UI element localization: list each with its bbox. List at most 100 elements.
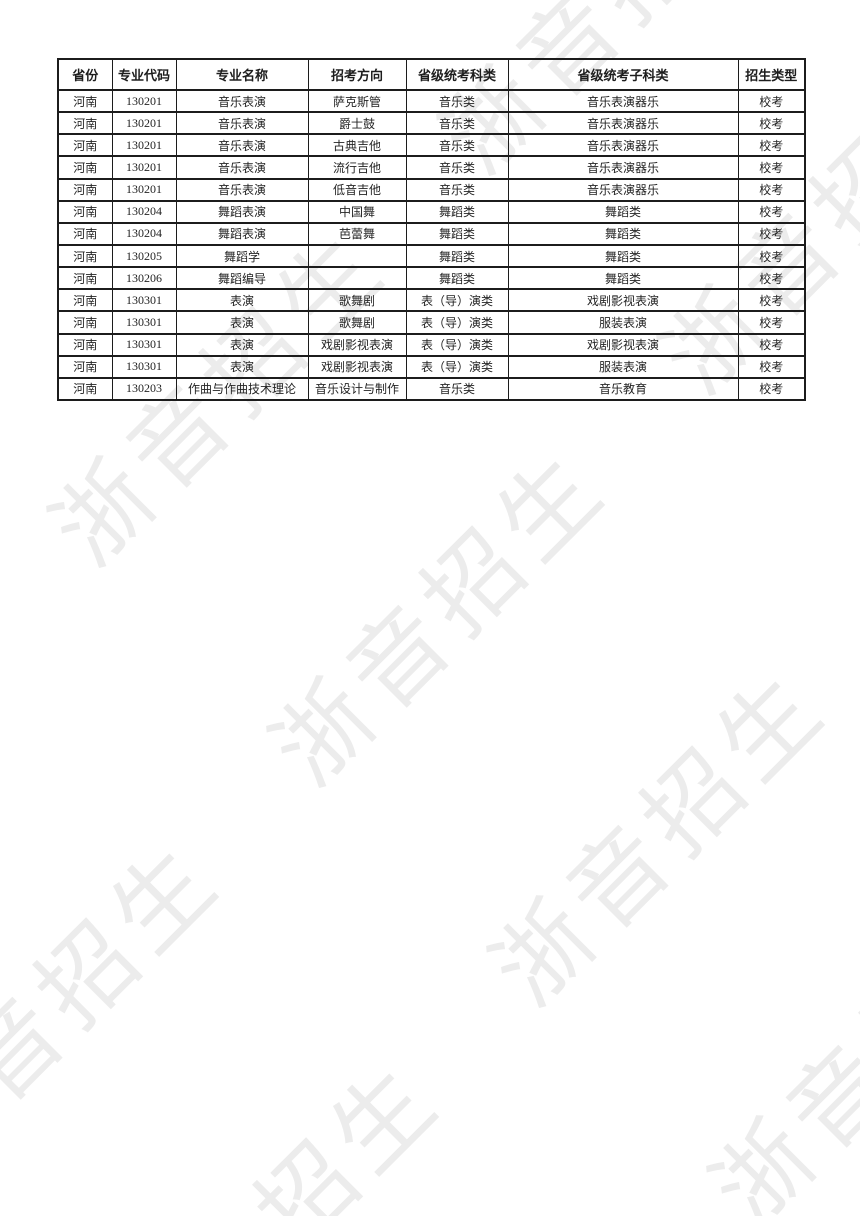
table-cell: 舞蹈类 xyxy=(405,243,509,269)
table-cell: 服装表演 xyxy=(507,354,739,379)
table-cell: 戏剧影视表演 xyxy=(507,288,739,313)
table-body: 河南 130201 音乐表演 萨克斯管 音乐类 音乐表演器乐 校考 河南 130201 音乐表演爵… xyxy=(57,88,806,402)
watermark-text: 浙音招生 xyxy=(473,650,849,1026)
table-cell: 音乐表演 xyxy=(175,133,309,158)
table-row: 河南 130201 音乐表演 流行吉他 音乐类 音乐表演器乐 校考 xyxy=(57,155,806,180)
table-cell: 戏剧影视表演 xyxy=(507,332,739,357)
table-row: 河南 130201 音乐表演 古典吉他 音乐类 音乐表演器乐 校考 xyxy=(57,133,806,158)
table-cell: 河南 xyxy=(57,133,113,158)
table-cell: 音乐类 xyxy=(405,111,509,136)
table-cell: 舞蹈类 xyxy=(507,221,739,246)
table-cell: 音乐表演 xyxy=(175,177,309,202)
table-row: 河南 130204 舞蹈表演 芭蕾舞 舞蹈类 舞蹈类 校考 xyxy=(57,221,806,246)
admissions-table: 省份 专业代码 专业名称 招考方向 省级统考科类 省级统考子科类 招生类型 河南 130201… xyxy=(57,58,806,402)
table-cell: 河南 xyxy=(57,221,113,246)
table-cell: 130201 xyxy=(111,88,177,114)
table-cell: 表演 xyxy=(175,354,309,379)
table-cell: 作曲与作曲技术理论 xyxy=(175,376,309,402)
table-cell: 音乐表演 xyxy=(175,88,309,114)
table-cell: 河南 xyxy=(57,177,113,202)
table-cell: 130301 xyxy=(111,332,177,357)
table-cell: 河南 xyxy=(57,288,113,313)
table-cell: 爵士鼓 xyxy=(307,111,407,136)
table-cell: 130204 xyxy=(111,199,177,224)
table-cell: 音乐表演 xyxy=(175,111,309,136)
table-cell: 河南 xyxy=(57,266,113,291)
table-row: 河南 130206 舞蹈编导 舞蹈类 舞蹈类 校考 xyxy=(57,266,806,291)
table-cell: 音乐表演器乐 xyxy=(507,111,739,136)
table-cell: 130204 xyxy=(111,221,177,246)
table-cell: 130301 xyxy=(111,354,177,379)
table-row: 河南 130301 表演 戏剧影视表演 表（导）演类 服装表演 校考 xyxy=(57,354,806,379)
table-cell: 130205 xyxy=(111,243,177,269)
table-cell: 表（导）演类 xyxy=(405,288,509,313)
table-cell: 舞蹈类 xyxy=(405,199,509,224)
table-cell: 音乐表演器乐 xyxy=(507,133,739,158)
table-cell: 表演 xyxy=(175,288,309,313)
table-cell: 舞蹈类 xyxy=(507,266,739,291)
table-cell: 130203 xyxy=(111,376,177,402)
table-cell: 舞蹈类 xyxy=(405,221,509,246)
table-cell: 校考 xyxy=(737,155,806,180)
table-cell: 戏剧影视表演 xyxy=(307,332,407,357)
column-header: 招考方向 xyxy=(307,58,407,91)
table-cell: 河南 xyxy=(57,243,113,269)
table-cell: 音乐类 xyxy=(405,376,509,402)
table-cell: 音乐教育 xyxy=(507,376,739,402)
table-cell: 130201 xyxy=(111,155,177,180)
table-cell: 校考 xyxy=(737,88,806,114)
table-row: 河南 130205 舞蹈学 舞蹈类 舞蹈类 校考 xyxy=(57,243,806,269)
table-cell: 河南 xyxy=(57,332,113,357)
table-cell: 河南 xyxy=(57,155,113,180)
table-cell: 表（导）演类 xyxy=(405,310,509,335)
table-cell xyxy=(307,243,407,269)
watermark-text: 浙音招生 xyxy=(87,1042,462,1216)
table-cell: 表演 xyxy=(175,332,309,357)
table-cell: 古典吉他 xyxy=(307,133,407,158)
column-header: 省级统考子科类 xyxy=(507,58,739,91)
table-cell: 河南 xyxy=(57,111,113,136)
table-cell: 校考 xyxy=(737,266,806,291)
table-cell: 音乐表演器乐 xyxy=(507,88,739,114)
table-row: 河南 130201 音乐表演 爵士鼓 音乐类 音乐表演器乐 校考 xyxy=(57,111,806,136)
table-cell: 流行吉他 xyxy=(307,155,407,180)
table-cell: 表演 xyxy=(175,310,309,335)
watermark-text: 浙音招生 xyxy=(253,430,629,806)
table-cell: 130301 xyxy=(111,288,177,313)
table-cell: 舞蹈类 xyxy=(507,243,739,269)
table-row: 河南 130301 表演 歌舞剧 表（导）演类 戏剧影视表演 校考 xyxy=(57,288,806,313)
table-cell: 130201 xyxy=(111,177,177,202)
table-cell: 舞蹈学 xyxy=(175,243,309,269)
column-header: 招生类型 xyxy=(737,58,806,91)
table-header-row: 省份 专业代码 专业名称 招考方向 省级统考科类 省级统考子科类 招生类型 xyxy=(57,58,806,91)
column-header: 省级统考科类 xyxy=(405,58,509,91)
table-cell: 校考 xyxy=(737,111,806,136)
table-cell: 歌舞剧 xyxy=(307,310,407,335)
table-cell: 河南 xyxy=(57,376,113,402)
table-cell: 表（导）演类 xyxy=(405,354,509,379)
table-cell: 舞蹈类 xyxy=(405,266,509,291)
table-cell: 萨克斯管 xyxy=(307,88,407,114)
table-row: 河南 130201 音乐表演 低音吉他 音乐类 音乐表演器乐 校考 xyxy=(57,177,806,202)
table-cell: 校考 xyxy=(737,288,806,313)
table-cell: 音乐类 xyxy=(405,88,509,114)
table-cell: 130201 xyxy=(111,133,177,158)
table-cell: 音乐表演器乐 xyxy=(507,177,739,202)
table-cell: 校考 xyxy=(737,354,806,379)
table-row: 河南 130204 舞蹈表演 中国舞 舞蹈类 舞蹈类 校考 xyxy=(57,199,806,224)
table-cell: 音乐类 xyxy=(405,155,509,180)
table-row: 河南 130203 作曲与作曲技术理论 音乐设计与制作 音乐类 音乐教育 校考 xyxy=(57,376,806,402)
table-cell: 音乐表演 xyxy=(175,155,309,180)
watermark-text: 浙音招生 xyxy=(693,870,860,1216)
table-cell: 河南 xyxy=(57,88,113,114)
table-cell: 中国舞 xyxy=(307,199,407,224)
table-cell: 服装表演 xyxy=(507,310,739,335)
table-cell: 音乐设计与制作 xyxy=(307,376,407,402)
table-cell: 校考 xyxy=(737,133,806,158)
table-cell: 校考 xyxy=(737,243,806,269)
table-cell: 歌舞剧 xyxy=(307,288,407,313)
table-cell: 表（导）演类 xyxy=(405,332,509,357)
watermark-text: 浙音招生 xyxy=(0,822,243,1198)
table-cell: 舞蹈表演 xyxy=(175,199,309,224)
column-header: 专业名称 xyxy=(175,58,309,91)
